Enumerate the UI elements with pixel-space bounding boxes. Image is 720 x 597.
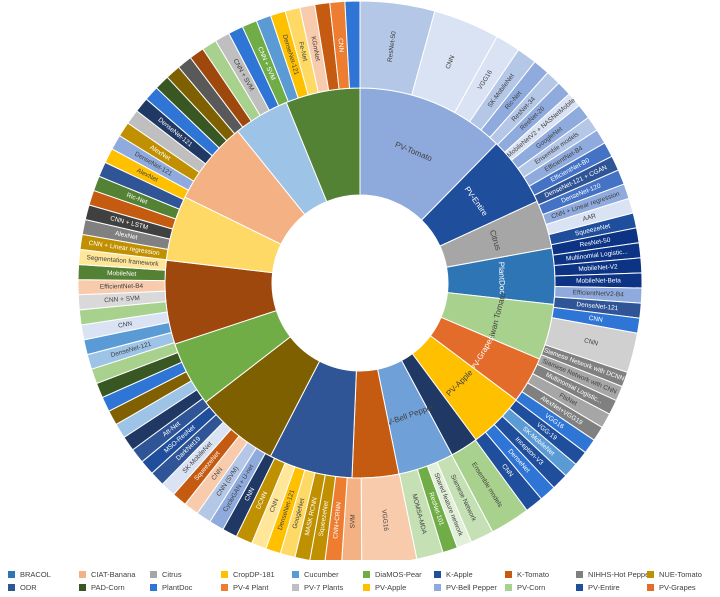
legend-swatch	[8, 570, 15, 578]
legend-label: PV-4 Plant	[233, 582, 269, 592]
legend-swatch	[505, 570, 512, 578]
legend-item-nue-tomato-9: NUE-Tomato	[647, 568, 702, 580]
legend-item-pv-entire-18: PV-Entire	[576, 581, 620, 593]
outer-label-aar-15: AAR	[582, 213, 597, 223]
legend-swatch	[647, 570, 654, 578]
legend-label: PV-Apple	[375, 582, 407, 592]
legend-label: PV-7 Plants	[304, 582, 344, 592]
inner-label-plantdoc-3: PlantDoc	[497, 262, 507, 295]
legend-swatch	[79, 570, 86, 578]
legend-item-plantdoc-12: PlantDoc	[150, 581, 192, 593]
outer-label-fe-net-95: Fe-Net	[297, 41, 309, 62]
legend-swatch	[363, 583, 370, 591]
outer-label-cnn-1: CNN	[445, 54, 457, 70]
legend-label: K-Tomato	[517, 569, 550, 579]
legend-item-cropdp-181-3: CropDP-181	[221, 568, 275, 580]
outer-label-mobilenet-71: MobileNet	[107, 270, 137, 278]
legend-label: Cucumber	[304, 569, 339, 579]
legend-swatch	[221, 570, 228, 578]
legend-label: Citrus	[162, 569, 182, 579]
legend-swatch	[150, 583, 157, 591]
legend-item-ciat-banana-1: CIAT-Banana	[79, 568, 135, 580]
legend-item-k-tomato-7: K-Tomato	[505, 568, 549, 580]
legend-swatch	[292, 570, 299, 578]
outer-label-cnn-23: CNN	[588, 315, 603, 324]
outer-label-kgmnet-96: KGmNet	[309, 36, 321, 62]
outer-label-vgg16-41: VGG16	[380, 509, 389, 532]
legend-item-cucumber-4: Cucumber	[292, 568, 339, 580]
legend-label: NIHHS-Hot Pepper	[588, 569, 652, 579]
legend-item-pv-4-plant-13: PV-4 Plant	[221, 581, 268, 593]
legend-item-pv-grapes-19: PV-Grapes	[647, 581, 696, 593]
legend-item-pv-corn-17: PV-Corn	[505, 581, 545, 593]
legend-label: PAD-Corn	[91, 582, 125, 592]
outer-label-cnn-24: CNN	[583, 337, 599, 347]
legend-item-pad-corn-11: PAD-Corn	[79, 581, 125, 593]
legend-swatch	[363, 570, 370, 578]
legend-swatch	[434, 583, 441, 591]
legend-label: PV-Corn	[517, 582, 546, 592]
legend-label: PV-Bell Pepper	[446, 582, 497, 592]
legend-item-citrus-2: Citrus	[150, 568, 182, 580]
legend-swatch	[292, 583, 299, 591]
legend-swatch	[150, 570, 157, 578]
legend-item-odr-10: ODR	[8, 581, 37, 593]
legend-item-nihhs-hot-pepper-8: NIHHS-Hot Pepper	[576, 568, 652, 580]
legend-label: PlantDoc	[162, 582, 193, 592]
legend-swatch	[576, 570, 583, 578]
outer-label-resnet-50-0: ResNet-50	[387, 30, 398, 62]
outer-label-efficientnet-b4-70: EfficientNet-B4	[100, 283, 144, 291]
legend-label: DiaMOS-Pear	[375, 569, 422, 579]
legend-label: PV-Grapes	[659, 582, 696, 592]
outer-label-efficientnetv2-b4-21: EfficientNetV2-B4	[573, 289, 625, 298]
sunburst-chart: PV-Tomato PV-Entire Citrus PlantDoc Taiwan T…	[77, 0, 643, 560]
legend-item-pv-7-plants-14: PV-7 Plants	[292, 581, 343, 593]
legend-swatch	[647, 583, 654, 591]
legend-label: CIAT-Banana	[91, 569, 136, 579]
legend-item-bracol-0: BRACOL	[8, 568, 51, 580]
legend-label: CropDP-181	[233, 569, 275, 579]
outer-label-cnn-svm-69: CNN + SVM	[104, 295, 140, 304]
legend-label: BRACOL	[20, 569, 51, 579]
legend-label: PV-Entire	[588, 582, 620, 592]
legend-label: NUE-Tomato	[659, 569, 702, 579]
legend-label: ODR	[20, 582, 37, 592]
outer-label-densenet-121-22: DenseNet-121	[576, 301, 619, 312]
legend-swatch	[505, 583, 512, 591]
legend-swatch	[221, 583, 228, 591]
outer-label-cnn-67: CNN	[118, 320, 133, 329]
legend-item-pv-apple-15: PV-Apple	[363, 581, 406, 593]
outer-label-cnn-crnn-43: CNN+CRNN	[332, 502, 342, 539]
outer-label-alexnet-74: AlexNet	[114, 230, 138, 241]
outer-label-mobilenet-beta-20: MobileNet-Beta	[576, 277, 621, 284]
legend-item-diamos-pear-5: DiaMOS-Pear	[363, 568, 422, 580]
legend-label: K-Apple	[446, 569, 473, 579]
outer-label-cnn-48: CNN	[269, 498, 281, 514]
legend-swatch	[434, 570, 441, 578]
legend-swatch	[8, 583, 15, 591]
outer-label-svm-42: SVM	[349, 514, 356, 528]
legend-swatch	[79, 583, 86, 591]
outer-slice-segment-99	[344, 0, 361, 89]
legend-item-pv-bell-pepper-16: PV-Bell Pepper	[434, 581, 497, 593]
outer-label-cnn-98: CNN	[337, 38, 345, 53]
legend-swatch	[576, 583, 583, 591]
legend-item-k-apple-6: K-Apple	[434, 568, 473, 580]
outer-label-mobilenet-v2-19: MobileNet-V2	[578, 264, 618, 273]
